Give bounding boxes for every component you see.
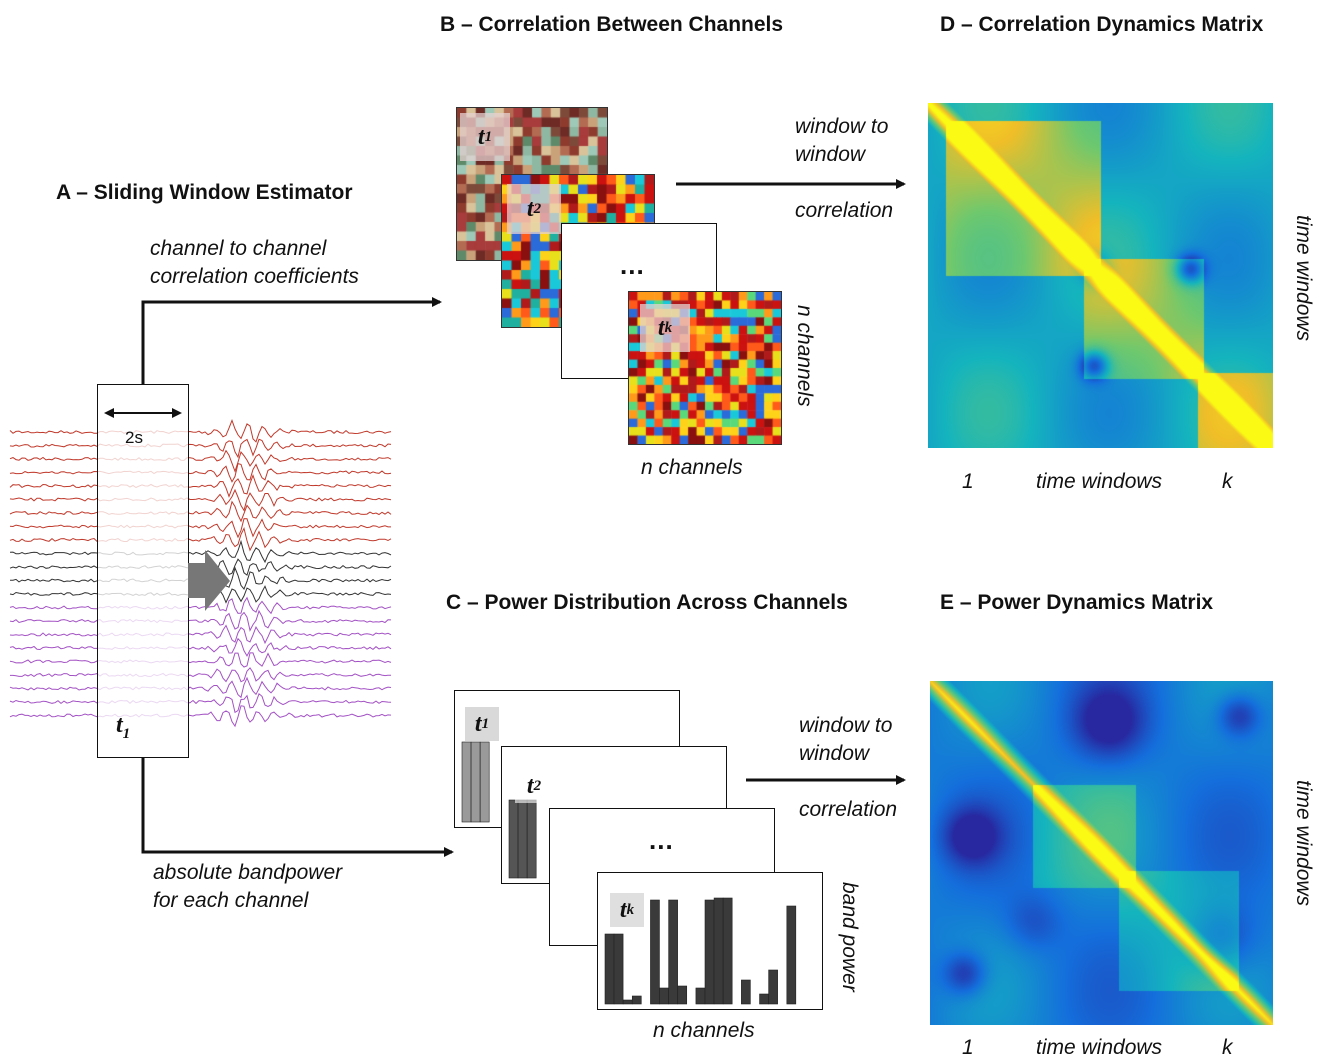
- eeg-trace: [9, 539, 392, 564]
- power-bar: [461, 741, 472, 823]
- channel-corr-label-2: correlation coefficients: [150, 265, 359, 288]
- b-w2w-1: window to: [795, 115, 889, 138]
- power-bar: [695, 987, 706, 1005]
- arrow-to-correlation: [141, 297, 442, 384]
- b-w2w-2: window: [795, 143, 866, 166]
- power-bar: [604, 933, 615, 1005]
- eeg-trace: [9, 526, 392, 552]
- channel-corr-label-1: channel to channel: [150, 237, 327, 260]
- eeg-trace: [9, 624, 392, 645]
- e-axis-time-windows: time windows: [1036, 1036, 1163, 1059]
- power-bar: [470, 741, 481, 823]
- eeg-trace: [9, 692, 392, 714]
- eeg-trace: [9, 449, 392, 473]
- corr-ellipsis: ...: [620, 250, 645, 280]
- eeg-trace: [9, 609, 392, 632]
- bandpower-label-2: for each channel: [153, 889, 309, 912]
- power-bar: [768, 969, 778, 1005]
- bandpower-label-1: absolute bandpower: [153, 861, 343, 884]
- eeg-trace: [9, 438, 392, 459]
- d-axis-time-windows: time windows: [1036, 470, 1163, 493]
- eeg-trace: [9, 462, 392, 483]
- window-t1-label: t1: [116, 712, 131, 742]
- power-bar: [741, 979, 751, 1005]
- arrow-to-bandpower: [141, 758, 454, 857]
- d-axis-time-windows-y: time windows: [1292, 215, 1315, 342]
- window-width-label: 2s: [125, 428, 143, 447]
- power-bar: [517, 799, 528, 879]
- e-axis-k: k: [1222, 1036, 1233, 1059]
- power-frame-tk: [597, 872, 823, 1010]
- b-n-channels-x: n channels: [641, 456, 743, 479]
- correlation-dynamics-matrix: [928, 103, 1273, 448]
- eeg-trace: [9, 518, 391, 539]
- eeg-trace: [9, 488, 392, 512]
- eeg-trace: [10, 667, 392, 683]
- power-bar: [526, 799, 537, 879]
- c-n-channels-x: n channels: [653, 1019, 755, 1042]
- power-ellipsis: ...: [649, 825, 674, 855]
- panel-e-title: E – Power Dynamics Matrix: [940, 591, 1214, 614]
- eeg-trace: [9, 500, 392, 523]
- eeg-trace: [9, 652, 392, 668]
- power-bar: [508, 799, 519, 879]
- sliding-window: [97, 384, 189, 758]
- b-n-channels-y: n channels: [793, 305, 816, 407]
- c-w2w-3: correlation: [799, 798, 898, 821]
- power-bar: [613, 933, 624, 1005]
- power-bar: [622, 999, 633, 1005]
- c-w2w-1: window to: [799, 714, 893, 737]
- power-bar: [713, 897, 724, 1005]
- power-bar: [631, 995, 642, 1005]
- eeg-trace: [9, 596, 392, 615]
- eeg-trace: [9, 418, 392, 443]
- b-w2w-3: correlation: [795, 199, 894, 222]
- panel-a-title: A – Sliding Window Estimator: [56, 181, 353, 204]
- slide-arrow-icon: [188, 550, 230, 611]
- power-bar: [650, 899, 660, 1005]
- power-bar: [677, 985, 688, 1005]
- e-axis-1: 1: [962, 1036, 974, 1059]
- d-axis-k: k: [1222, 470, 1233, 493]
- eeg-trace: [9, 676, 392, 699]
- panel-b-title: B – Correlation Between Channels: [440, 13, 784, 36]
- power-bar: [722, 897, 733, 1005]
- d-axis-1: 1: [962, 470, 974, 493]
- eeg-trace: [9, 705, 392, 728]
- power-bar: [659, 987, 669, 1005]
- c-w2w-2: window: [799, 742, 870, 765]
- power-bar: [759, 993, 769, 1005]
- eeg-trace: [9, 474, 392, 498]
- power-bar: [479, 741, 490, 823]
- eeg-trace: [9, 637, 392, 657]
- power-dynamics-matrix: [930, 681, 1273, 1025]
- power-bar: [668, 899, 678, 1005]
- panel-c-title: C – Power Distribution Across Channels: [446, 591, 848, 614]
- e-axis-time-windows-y: time windows: [1292, 780, 1315, 907]
- power-bar: [786, 905, 797, 1005]
- panel-d-title: D – Correlation Dynamics Matrix: [940, 13, 1264, 36]
- power-bar: [704, 899, 715, 1005]
- c-band-power-y: band power: [838, 882, 861, 992]
